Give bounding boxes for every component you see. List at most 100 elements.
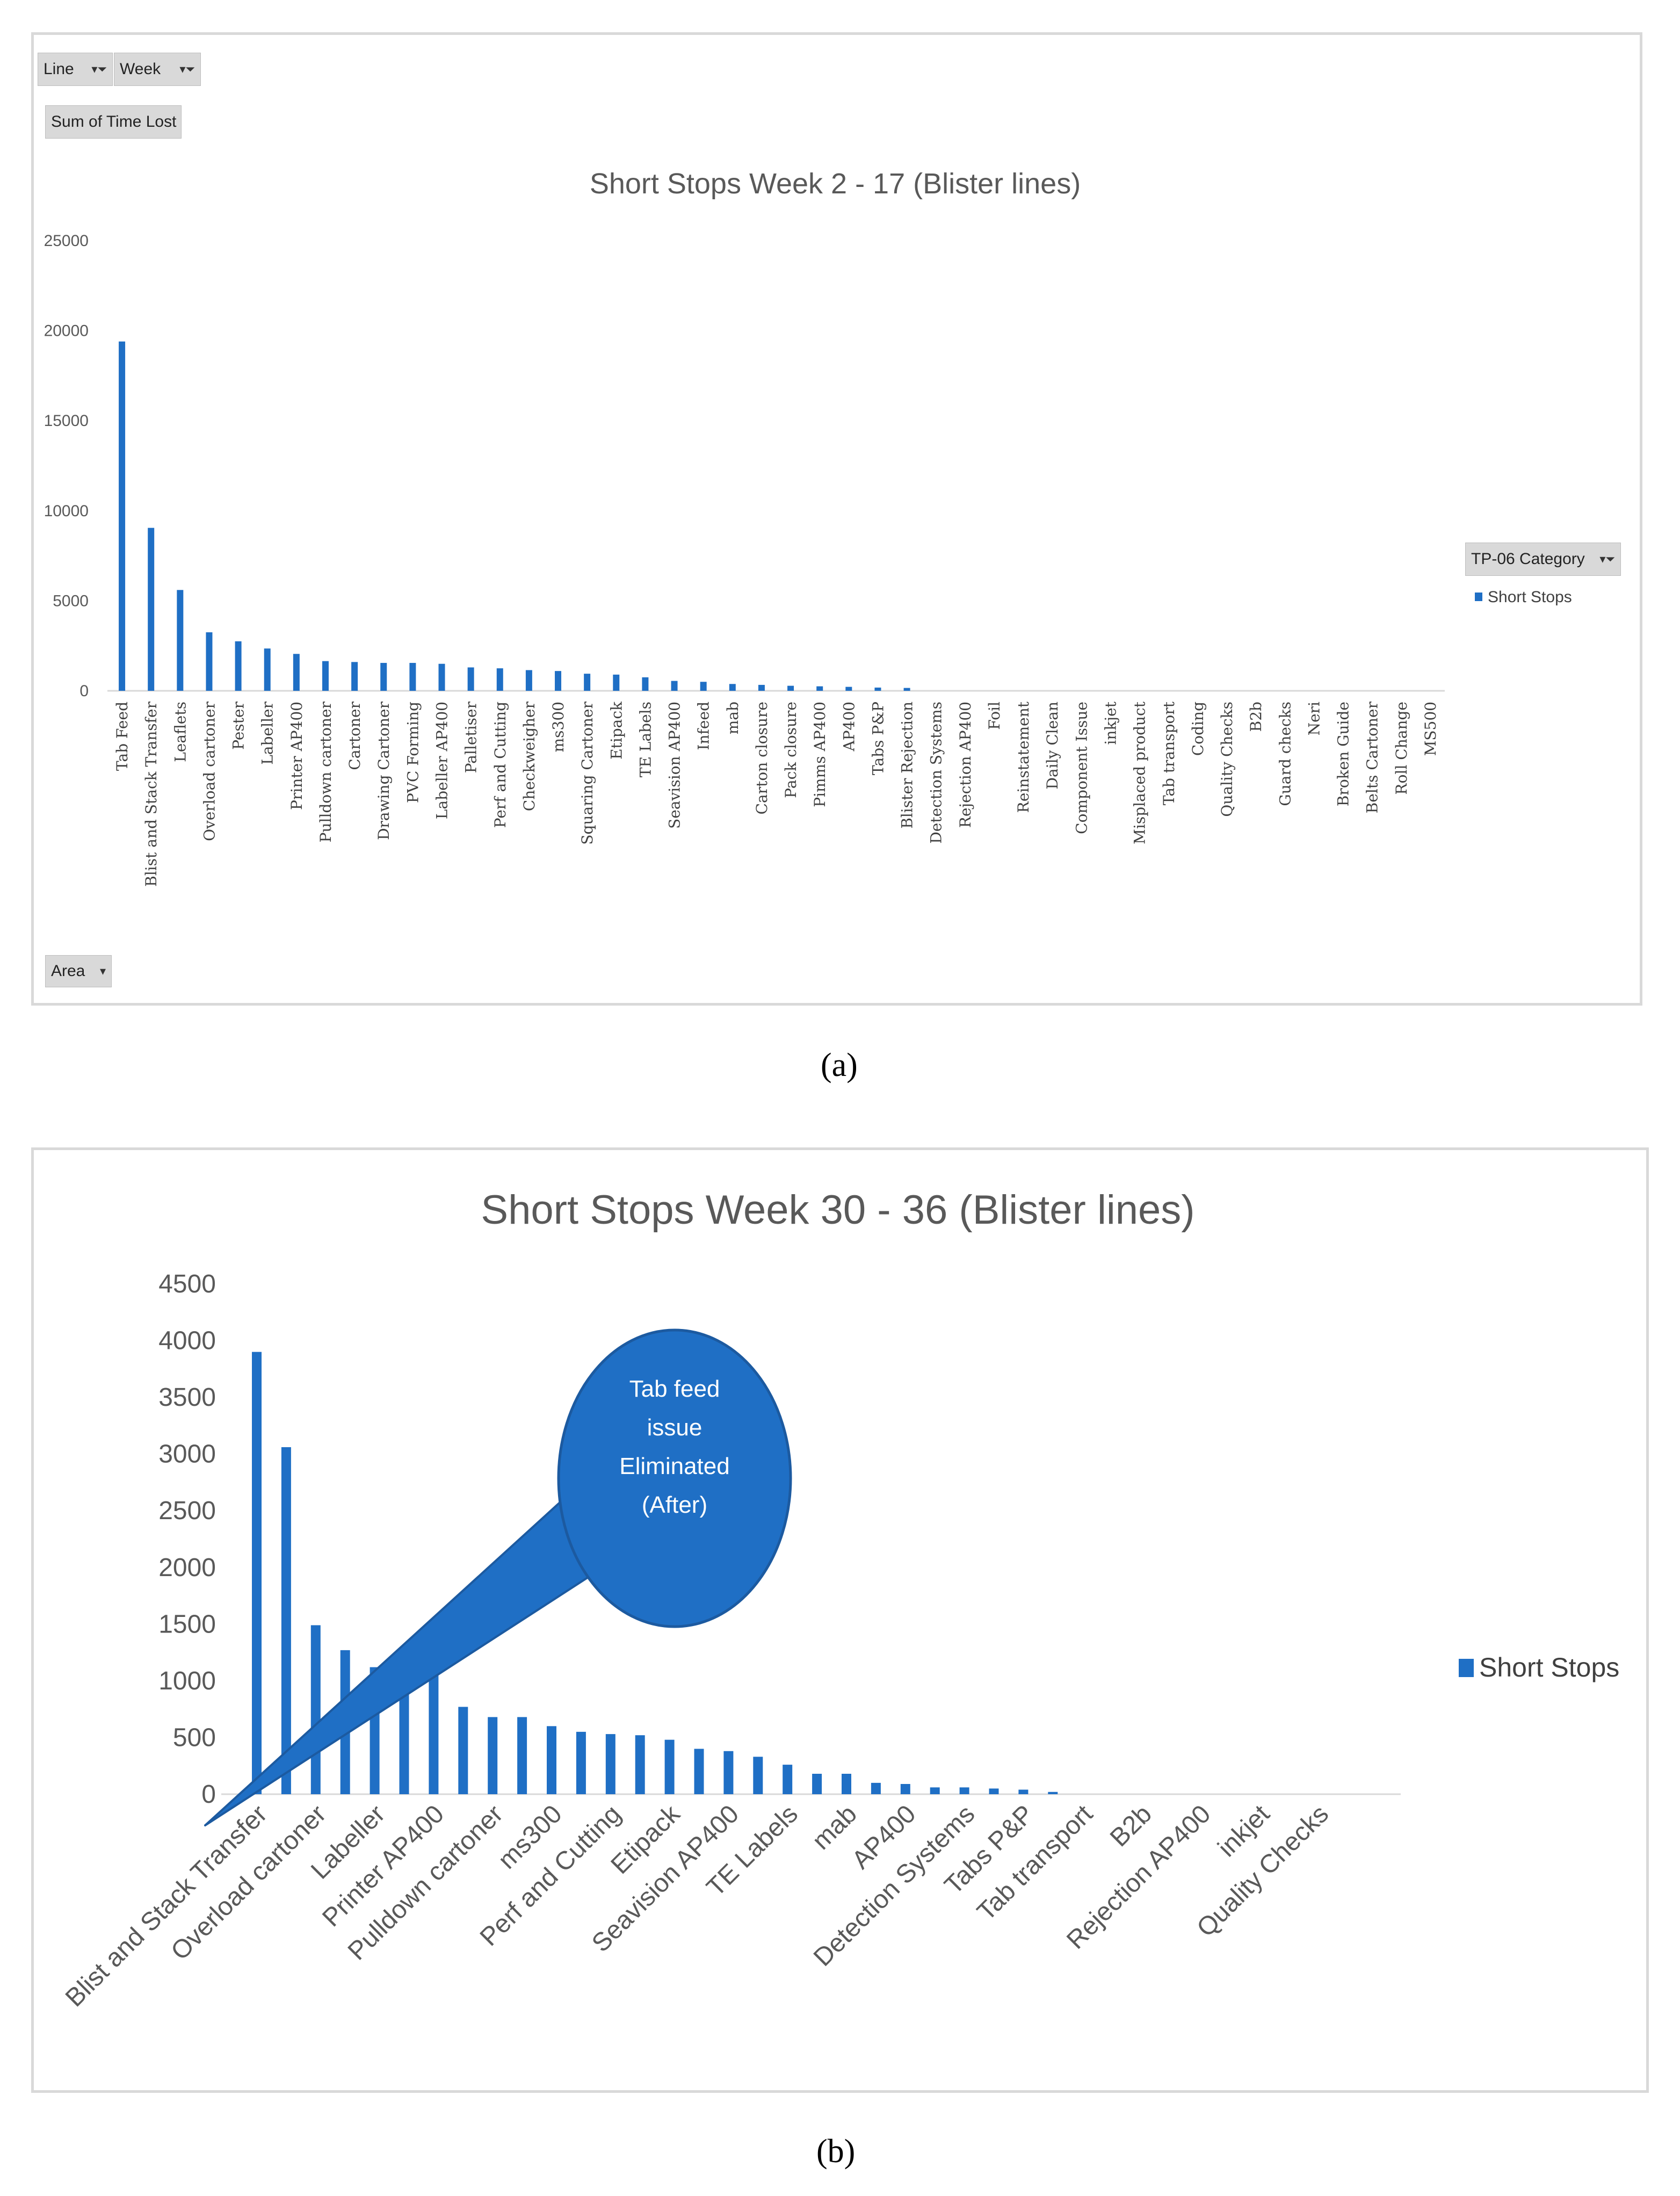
- chart-a-bar: [293, 654, 300, 691]
- chart-a-xtick: Reinstatement: [1015, 701, 1032, 813]
- filter-line-button[interactable]: Line ▾⏷: [38, 53, 113, 86]
- chart-a-bar: [496, 668, 503, 691]
- chart-a-bar: [525, 670, 532, 691]
- chart-b-ytick: 0: [201, 1780, 216, 1809]
- chart-a-xtick: Perf and Cutting: [491, 702, 509, 828]
- chart-b-bar: [723, 1751, 734, 1794]
- chart-a-xtick: Leaflets: [171, 702, 189, 762]
- value-field-button[interactable]: Sum of Time Lost: [45, 105, 182, 139]
- chart-a-bar: [264, 648, 271, 691]
- chart-a-xtick: Broken Guide: [1335, 702, 1352, 806]
- chart-a-xtick: Palletiser: [462, 701, 480, 773]
- chart-a-xtick: Cartoner: [346, 701, 364, 770]
- chart-a-xtick: Detection Systems: [928, 702, 945, 844]
- chart-a-bar: [177, 590, 184, 691]
- chart-a-panel: [31, 32, 1642, 1006]
- chart-a-xtick: B2b: [1247, 702, 1265, 732]
- chart-b-bar: [310, 1625, 321, 1794]
- chart-a-xtick: Misplaced product: [1131, 701, 1149, 844]
- chart-a-ytick: 20000: [44, 322, 89, 340]
- chart-a-xtick: Checkweigher: [520, 701, 538, 811]
- chart-a-bar: [584, 674, 591, 691]
- chart-a-title: Short Stops Week 2 - 17 (Blister lines): [590, 168, 1081, 200]
- chart-b-bar: [664, 1739, 675, 1794]
- chart-a-bar: [380, 663, 387, 691]
- legend-field-label: TP-06 Category: [1471, 550, 1585, 568]
- filter-funnel-icon: ▾⏷: [91, 62, 107, 76]
- callout-text-line: issue: [647, 1414, 703, 1441]
- chart-a-xtick: inkjet: [1102, 701, 1120, 745]
- chart-a-xtick: Drawing Cartoner: [375, 701, 393, 840]
- chart-b-bar: [429, 1675, 439, 1794]
- chart-a-bar: [351, 662, 358, 691]
- chart-a-xtick: Blist and Stack Transfer: [142, 701, 160, 886]
- chart-b-bar: [488, 1717, 498, 1794]
- chart-b-bar: [517, 1717, 527, 1794]
- chart-a-xtick: PVC Forming: [404, 702, 422, 803]
- chart-a-xtick: ms300: [549, 702, 567, 752]
- chart-b-bar: [281, 1447, 291, 1794]
- callout-bubble: [557, 1328, 792, 1628]
- chart-b-title: Short Stops Week 30 - 36 (Blister lines): [481, 1187, 1194, 1233]
- caption-b: (b): [816, 2133, 856, 2170]
- chart-b-bar: [812, 1774, 822, 1794]
- axis-field-button[interactable]: Area ▾: [45, 955, 112, 987]
- chart-a-bar: [758, 684, 765, 691]
- chart-a-xtick: Tab transport: [1160, 701, 1178, 805]
- chart-a-bar: [467, 667, 474, 691]
- chart-b-ytick: 2000: [158, 1554, 216, 1582]
- chart-a-bar: [409, 663, 416, 691]
- chart-a-bar: [206, 632, 213, 691]
- chart-a-xtick: Blister Rejection: [899, 702, 916, 829]
- chart-a-xtick: mab: [724, 702, 742, 734]
- chart-b-bar: [753, 1757, 763, 1794]
- chart-b-bar: [635, 1735, 645, 1794]
- chart-b-ytick: 4500: [158, 1270, 216, 1298]
- chart-a-bar: [787, 685, 794, 691]
- chart-b-legend-swatch: [1459, 1659, 1474, 1677]
- chart-b-panel: [31, 1147, 1649, 2093]
- chart-a-xtick: Carton closure: [753, 702, 771, 814]
- chart-b-bar: [576, 1731, 586, 1794]
- filter-week-button[interactable]: Week ▾⏷: [114, 53, 201, 86]
- filter-line-label: Line: [44, 60, 74, 78]
- chart-a-ytick: 25000: [44, 232, 89, 250]
- chart-a-xtick: Labeller AP400: [433, 702, 451, 819]
- chart-b-bar: [547, 1726, 556, 1794]
- chart-b-legend-label: Short Stops: [1479, 1652, 1619, 1682]
- chart-a-legend-label: Short Stops: [1488, 588, 1572, 606]
- chart-a-ytick: 5000: [53, 592, 89, 610]
- chart-b-bar: [1048, 1792, 1058, 1794]
- chart-a-xtick: AP400: [840, 702, 858, 752]
- chart-a-xtick: Etipack: [607, 701, 625, 760]
- chart-a-xtick: Printer AP400: [288, 702, 306, 810]
- chart-a-xtick: Tab Feed: [113, 702, 131, 771]
- axis-field-label: Area: [51, 962, 85, 980]
- chart-b-bar: [252, 1352, 262, 1794]
- chart-a-bar: [555, 671, 562, 691]
- caption-a: (a): [821, 1047, 858, 1083]
- chart-a-ytick: 10000: [44, 502, 89, 520]
- chart-b-bar: [783, 1765, 793, 1794]
- chart-a-xtick: Daily Clean: [1044, 702, 1061, 789]
- chart-a-bar: [903, 688, 910, 691]
- chart-a-bar: [845, 687, 852, 691]
- chart-a-bar: [729, 684, 736, 691]
- chart-a-bar: [322, 661, 329, 691]
- callout-text-line: (After): [642, 1492, 707, 1518]
- chart-a-xtick: Squaring Cartoner: [578, 701, 596, 844]
- chart-b-bar: [1018, 1789, 1029, 1794]
- chart-a-xtick: TE Labels: [636, 702, 654, 777]
- chart-a-xtick: Guard checks: [1276, 702, 1294, 806]
- chart-b-bar: [989, 1788, 999, 1794]
- chart-b-ytick: 2500: [158, 1497, 216, 1525]
- chart-a-legend-swatch: [1475, 593, 1482, 601]
- dropdown-arrow-icon: ▾: [99, 964, 106, 978]
- chart-a-xtick: Rejection AP400: [957, 702, 974, 828]
- filter-week-label: Week: [120, 60, 161, 78]
- chart-a-xtick: MS500: [1422, 702, 1439, 756]
- chart-a-bar: [148, 528, 155, 691]
- chart-a-bar: [642, 677, 649, 691]
- legend-field-button[interactable]: TP-06 Category ▾⏷: [1465, 543, 1621, 576]
